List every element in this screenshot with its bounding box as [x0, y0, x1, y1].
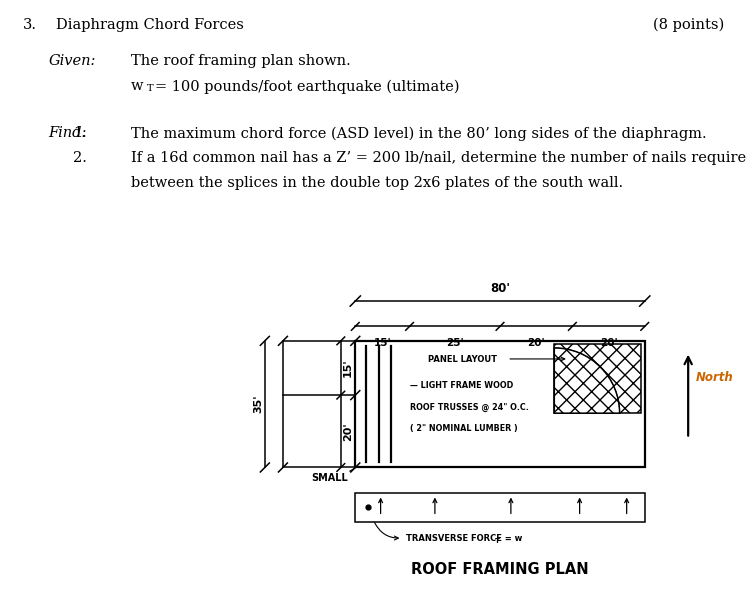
Wedge shape: [554, 348, 619, 413]
Text: Given:: Given:: [49, 54, 96, 68]
Text: (8 points): (8 points): [654, 18, 725, 32]
Text: North: North: [695, 371, 733, 383]
Bar: [356, 341, 645, 468]
Text: If a 16d common nail has a Z’ = 200 lb/nail, determine the number of nails requi: If a 16d common nail has a Z’ = 200 lb/n…: [131, 151, 747, 165]
Text: 15': 15': [374, 338, 391, 348]
Text: PANEL LAYOUT: PANEL LAYOUT: [427, 355, 497, 364]
Text: 20': 20': [600, 338, 618, 348]
Bar: [554, 344, 641, 413]
Text: TRANSVERSE FORCE = w: TRANSVERSE FORCE = w: [406, 534, 522, 543]
Text: Find:: Find:: [49, 126, 87, 140]
Text: 20': 20': [527, 338, 545, 348]
Text: T: T: [147, 84, 154, 93]
Text: 20': 20': [343, 422, 353, 441]
Text: The roof framing plan shown.: The roof framing plan shown.: [131, 54, 350, 68]
Text: 1.: 1.: [73, 126, 87, 140]
Text: — LIGHT FRAME WOOD: — LIGHT FRAME WOOD: [409, 380, 513, 389]
Text: T: T: [495, 538, 500, 545]
Text: 3.: 3.: [22, 18, 37, 32]
Text: 80': 80': [490, 281, 510, 294]
Text: ROOF TRUSSES @ 24" O.C.: ROOF TRUSSES @ 24" O.C.: [409, 402, 528, 412]
Text: ( 2" NOMINAL LUMBER ): ( 2" NOMINAL LUMBER ): [409, 424, 518, 433]
Text: Diaphragm Chord Forces: Diaphragm Chord Forces: [56, 18, 244, 32]
Text: The maximum chord force (ASD level) in the 80’ long sides of the diaphragm.: The maximum chord force (ASD level) in t…: [131, 126, 707, 141]
Text: = 100 pounds/foot earthquake (ultimate): = 100 pounds/foot earthquake (ultimate): [155, 79, 460, 94]
Text: 15': 15': [343, 359, 353, 377]
Bar: [356, 493, 645, 522]
Text: 35': 35': [253, 395, 263, 413]
Text: w: w: [131, 79, 143, 93]
Text: ROOF FRAMING PLAN: ROOF FRAMING PLAN: [411, 561, 589, 576]
Text: between the splices in the double top 2x6 plates of the south wall.: between the splices in the double top 2x…: [131, 176, 623, 190]
Text: 25': 25': [446, 338, 464, 348]
Text: 2.: 2.: [73, 151, 87, 165]
Text: SMALL: SMALL: [311, 473, 348, 483]
